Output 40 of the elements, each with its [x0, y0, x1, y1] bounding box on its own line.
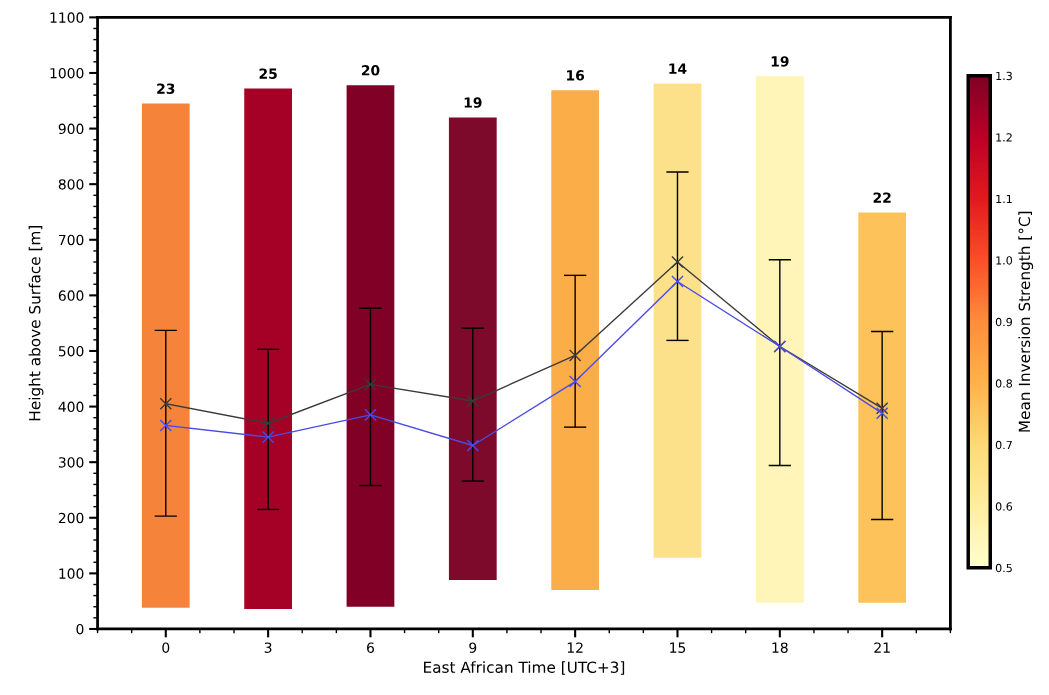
- color-bar-label: 1.0: [996, 256, 1013, 265]
- x-tick-label: 21: [874, 642, 890, 653]
- x-tick-label: 3: [264, 642, 272, 653]
- y-tick-label: 800: [58, 179, 84, 190]
- color-bar-label: 1.3: [996, 71, 1012, 81]
- y-tick-label: 600: [58, 290, 84, 301]
- color-bar-label: 1.2: [996, 133, 1012, 142]
- color-bar-label: 1.1: [996, 194, 1012, 203]
- annotation: 19: [771, 56, 789, 67]
- x-tick-label: 18: [772, 642, 788, 653]
- annotation: 22: [873, 192, 891, 203]
- y-tick-label: 500: [58, 345, 84, 357]
- x-tick-label: 0: [162, 642, 170, 653]
- y-tick-label: 100: [59, 568, 84, 579]
- annotation: 20: [361, 65, 380, 76]
- annotation: 16: [567, 70, 585, 81]
- color-bar-label: 0.7: [995, 440, 1012, 450]
- color-bar-label: 0.9: [995, 317, 1013, 327]
- y-tick-label: 1100: [50, 12, 84, 23]
- y-tick-label: 300: [58, 457, 84, 468]
- x-tick-label: 6: [367, 642, 375, 653]
- color-bar-label: 0.5: [995, 563, 1012, 573]
- y-tick-label: 200: [58, 512, 84, 524]
- annotation: 19: [464, 97, 482, 108]
- x-tick-label: 12: [567, 642, 583, 653]
- y-tick-label: 700: [58, 234, 84, 246]
- y-tick-label: 900: [58, 123, 84, 135]
- x-tick-label: 9: [469, 642, 477, 653]
- y-axis-title: Height above Surface [m]: [28, 226, 44, 421]
- y-tick-label: 0: [76, 623, 84, 635]
- x-axis-title: East African Time [UTC+3]: [424, 661, 625, 675]
- annotation: 23: [157, 83, 175, 94]
- color-bar-title: Mean Inversion Strength [°C]: [1018, 211, 1034, 432]
- color-bar-label: 0.8: [995, 379, 1013, 388]
- annotation: 25: [259, 68, 277, 79]
- annotation: 14: [669, 63, 687, 74]
- y-tick-label: 1000: [50, 67, 84, 79]
- x-tick-label: 15: [670, 642, 686, 653]
- color-bar-label: 0.6: [995, 502, 1013, 511]
- y-tick-label: 400: [58, 401, 84, 413]
